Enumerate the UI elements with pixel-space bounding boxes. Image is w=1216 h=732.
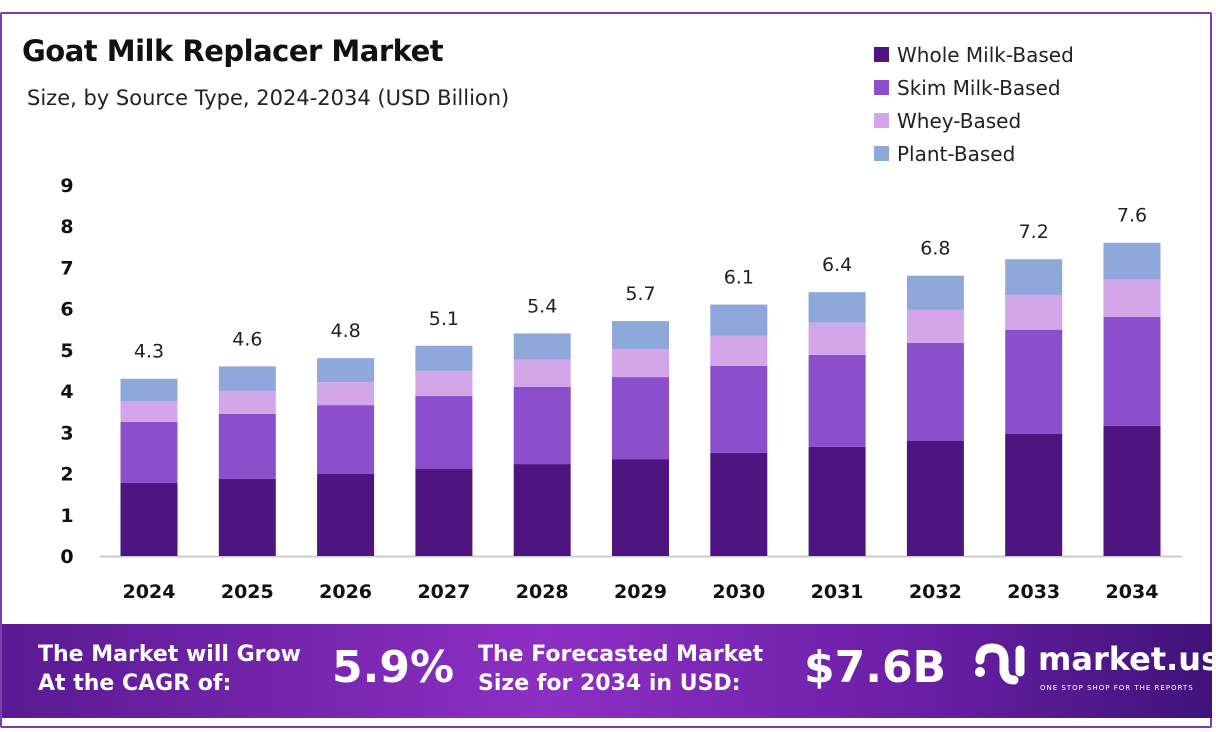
legend-item-whole: Whole Milk-Based — [874, 38, 1074, 71]
forecast-label: The Forecasted Market Size for 2034 in US… — [478, 642, 764, 696]
x-tick-label: 2032 — [909, 581, 962, 603]
y-tick-label: 6 — [60, 299, 73, 321]
bar-segment-plant-based-2026 — [317, 358, 375, 383]
total-label-2028: 5.4 — [527, 295, 557, 317]
total-label-2027: 5.1 — [429, 308, 459, 330]
total-label-2033: 7.2 — [1019, 221, 1049, 243]
x-tick-label: 2024 — [123, 581, 176, 603]
bar-segment-plant-based-2030 — [710, 304, 768, 336]
bar-segment-skim-milk-based-2033 — [1005, 329, 1063, 434]
bar-segment-whey-based-2031 — [808, 322, 866, 355]
bar-segment-skim-milk-based-2024 — [120, 422, 178, 484]
y-tick-label: 2 — [60, 464, 73, 486]
bar-segment-whole-milk-based-2026 — [317, 473, 375, 556]
x-tick-label: 2027 — [417, 581, 470, 603]
market-us-logo: market.us ONE STOP SHOP FOR THE REPORTS — [972, 638, 1216, 694]
bar-segment-whole-milk-based-2032 — [906, 440, 964, 556]
legend: Whole Milk-Based Skim Milk-Based Whey-Ba… — [874, 38, 1074, 170]
total-label-2026: 4.8 — [330, 320, 360, 342]
bar-chart: 0 1 2 3 4 5 6 7 8 9 4.3 2024 4.6 2025 4.8 2026 5.1 2027 5.… — [60, 175, 1182, 603]
bar-segment-whey-based-2029 — [612, 349, 669, 378]
bar-segment-whey-based-2034 — [1103, 279, 1161, 317]
bar-segment-whey-based-2032 — [906, 309, 964, 343]
bar-segment-plant-based-2027 — [415, 345, 473, 371]
legend-swatch — [874, 113, 889, 128]
bar-segment-whey-based-2033 — [1005, 295, 1063, 330]
legend-swatch — [874, 80, 889, 95]
y-tick-label: 0 — [60, 546, 73, 568]
bar-segment-plant-based-2025 — [218, 366, 276, 392]
chart-frame — [0, 12, 1212, 728]
bar-segment-skim-milk-based-2031 — [808, 354, 866, 447]
y-tick-label: 7 — [60, 257, 73, 279]
x-tick-label: 2034 — [1106, 581, 1159, 603]
bar-segment-whey-based-2026 — [317, 382, 375, 406]
cagr-value: 5.9% — [332, 642, 455, 693]
bar-segment-plant-based-2028 — [513, 333, 571, 360]
bar-segment-plant-based-2034 — [1103, 242, 1161, 280]
y-tick-label: 8 — [60, 216, 73, 238]
total-label-2024: 4.3 — [134, 341, 164, 363]
legend-swatch — [874, 146, 889, 161]
y-tick-label: 3 — [60, 422, 73, 444]
x-tick-label: 2030 — [712, 581, 765, 603]
bar-segment-plant-based-2029 — [612, 321, 669, 350]
bar-segment-skim-milk-based-2034 — [1103, 316, 1161, 426]
bar-segment-whole-milk-based-2027 — [415, 469, 473, 556]
bar-segment-whole-milk-based-2025 — [218, 478, 276, 556]
x-tick-label: 2025 — [221, 581, 274, 603]
bar-segment-whey-based-2025 — [218, 391, 276, 414]
total-label-2031: 6.4 — [822, 254, 852, 276]
legend-swatch — [874, 47, 889, 62]
x-tick-label: 2033 — [1007, 581, 1060, 603]
bar-segment-whey-based-2030 — [710, 335, 768, 366]
total-label-2034: 7.6 — [1117, 205, 1147, 227]
bar-segment-whey-based-2028 — [513, 359, 571, 387]
legend-item-skim: Skim Milk-Based — [874, 71, 1074, 104]
bar-segment-plant-based-2032 — [906, 275, 964, 310]
bar-segment-whole-milk-based-2029 — [612, 459, 669, 556]
bar-segment-whole-milk-based-2034 — [1103, 425, 1161, 556]
y-tick-label: 5 — [60, 340, 73, 362]
logo-icon — [975, 643, 1025, 685]
x-tick-label: 2029 — [614, 581, 667, 603]
bar-segment-skim-milk-based-2029 — [612, 377, 669, 460]
y-tick-label: 9 — [60, 175, 73, 197]
total-label-2025: 4.6 — [232, 328, 262, 350]
bar-segment-plant-based-2033 — [1005, 259, 1063, 296]
total-label-2032: 6.8 — [920, 238, 950, 260]
total-label-2030: 6.1 — [724, 267, 754, 289]
bar-segment-whole-milk-based-2030 — [710, 452, 768, 556]
bar-segment-skim-milk-based-2026 — [317, 405, 375, 474]
bar-segment-skim-milk-based-2027 — [415, 396, 473, 470]
summary-banner: The Market will Grow At the CAGR of: 5.9%… — [2, 624, 1216, 718]
chart-title: Goat Milk Replacer Market — [22, 34, 444, 68]
x-tick-label: 2028 — [516, 581, 569, 603]
bar-segment-whole-milk-based-2033 — [1005, 433, 1063, 556]
bar-segment-skim-milk-based-2025 — [218, 413, 276, 479]
bar-segment-skim-milk-based-2030 — [710, 365, 768, 453]
bar-segment-whole-milk-based-2031 — [808, 446, 866, 556]
x-tick-label: 2031 — [811, 581, 864, 603]
total-label-2029: 5.7 — [625, 283, 655, 305]
x-tick-label: 2026 — [319, 581, 372, 603]
cagr-label: The Market will Grow At the CAGR of: — [38, 642, 301, 696]
bar-segment-plant-based-2024 — [120, 378, 178, 402]
legend-item-plant: Plant-Based — [874, 137, 1074, 170]
bar-segment-skim-milk-based-2028 — [513, 386, 571, 465]
bar-segment-skim-milk-based-2032 — [906, 342, 964, 441]
chart-subtitle: Size, by Source Type, 2024-2034 (USD Bil… — [27, 86, 510, 110]
bar-segment-whole-milk-based-2028 — [513, 464, 571, 556]
legend-item-whey: Whey-Based — [874, 104, 1074, 137]
bar-segment-whey-based-2024 — [120, 401, 178, 423]
y-tick-label: 1 — [60, 505, 73, 527]
y-tick-label: 4 — [60, 381, 73, 403]
bar-segment-plant-based-2031 — [808, 292, 866, 323]
bar-segment-whey-based-2027 — [415, 370, 473, 397]
bar-segment-whole-milk-based-2024 — [120, 483, 178, 556]
forecast-value: $7.6B — [804, 642, 947, 693]
